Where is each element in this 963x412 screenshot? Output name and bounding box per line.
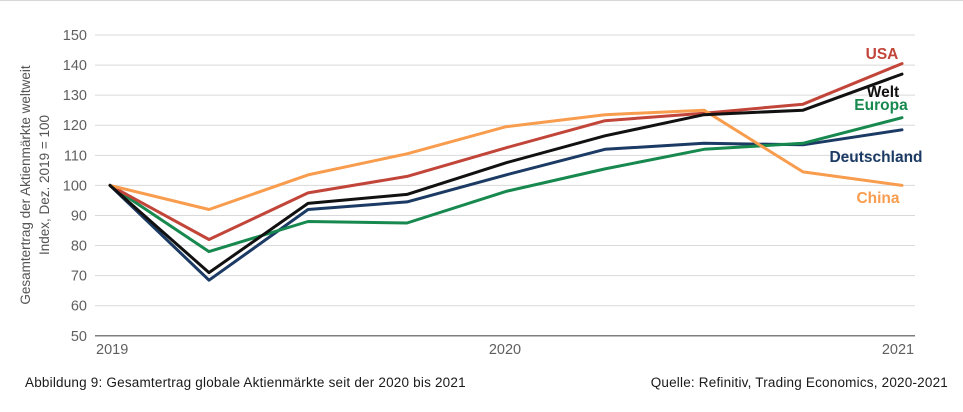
series-label-usa: USA	[866, 46, 899, 63]
y-tick-label: 90	[71, 208, 87, 224]
y-tick-label: 150	[63, 28, 87, 44]
y-tick-label: 60	[71, 299, 87, 315]
series-label-deutschland: Deutschland	[829, 149, 922, 166]
y-tick-label: 130	[63, 88, 87, 104]
y-axis-title-line: Index, Dez. 2019 = 100	[37, 115, 52, 255]
y-tick-label: 120	[63, 118, 87, 134]
series-line-welt	[108, 72, 904, 275]
series-label-china: China	[856, 190, 899, 207]
y-tick-label: 50	[71, 329, 87, 345]
y-tick-label: 100	[63, 178, 87, 194]
y-tick-label: 140	[63, 58, 87, 74]
x-tick-label: 2019	[96, 342, 128, 358]
series-line-usa	[108, 62, 904, 241]
line-chart: 150 140 130 120 110 100 90 80 70 60 50 2019 2020 2021…	[18, 28, 923, 358]
x-tick-label: 2021	[882, 342, 914, 358]
series-line-china	[108, 108, 904, 211]
y-tick-label: 110	[64, 148, 87, 164]
source-caption: Quelle: Refinitiv, Trading Economics, 20…	[650, 375, 948, 390]
figure-caption: Abbildung 9: Gesamtertrag globale Aktien…	[25, 375, 466, 390]
series-line-europa	[108, 116, 904, 254]
y-tick-label: 70	[71, 269, 87, 285]
y-axis-title-line: Gesamtertrag der Aktienmärkte weltweit	[18, 65, 33, 305]
x-tick-label: 2020	[489, 342, 521, 358]
series-label-europa: Europa	[854, 97, 908, 114]
series-label-welt: Welt	[867, 84, 899, 101]
y-tick-label: 80	[71, 239, 87, 255]
